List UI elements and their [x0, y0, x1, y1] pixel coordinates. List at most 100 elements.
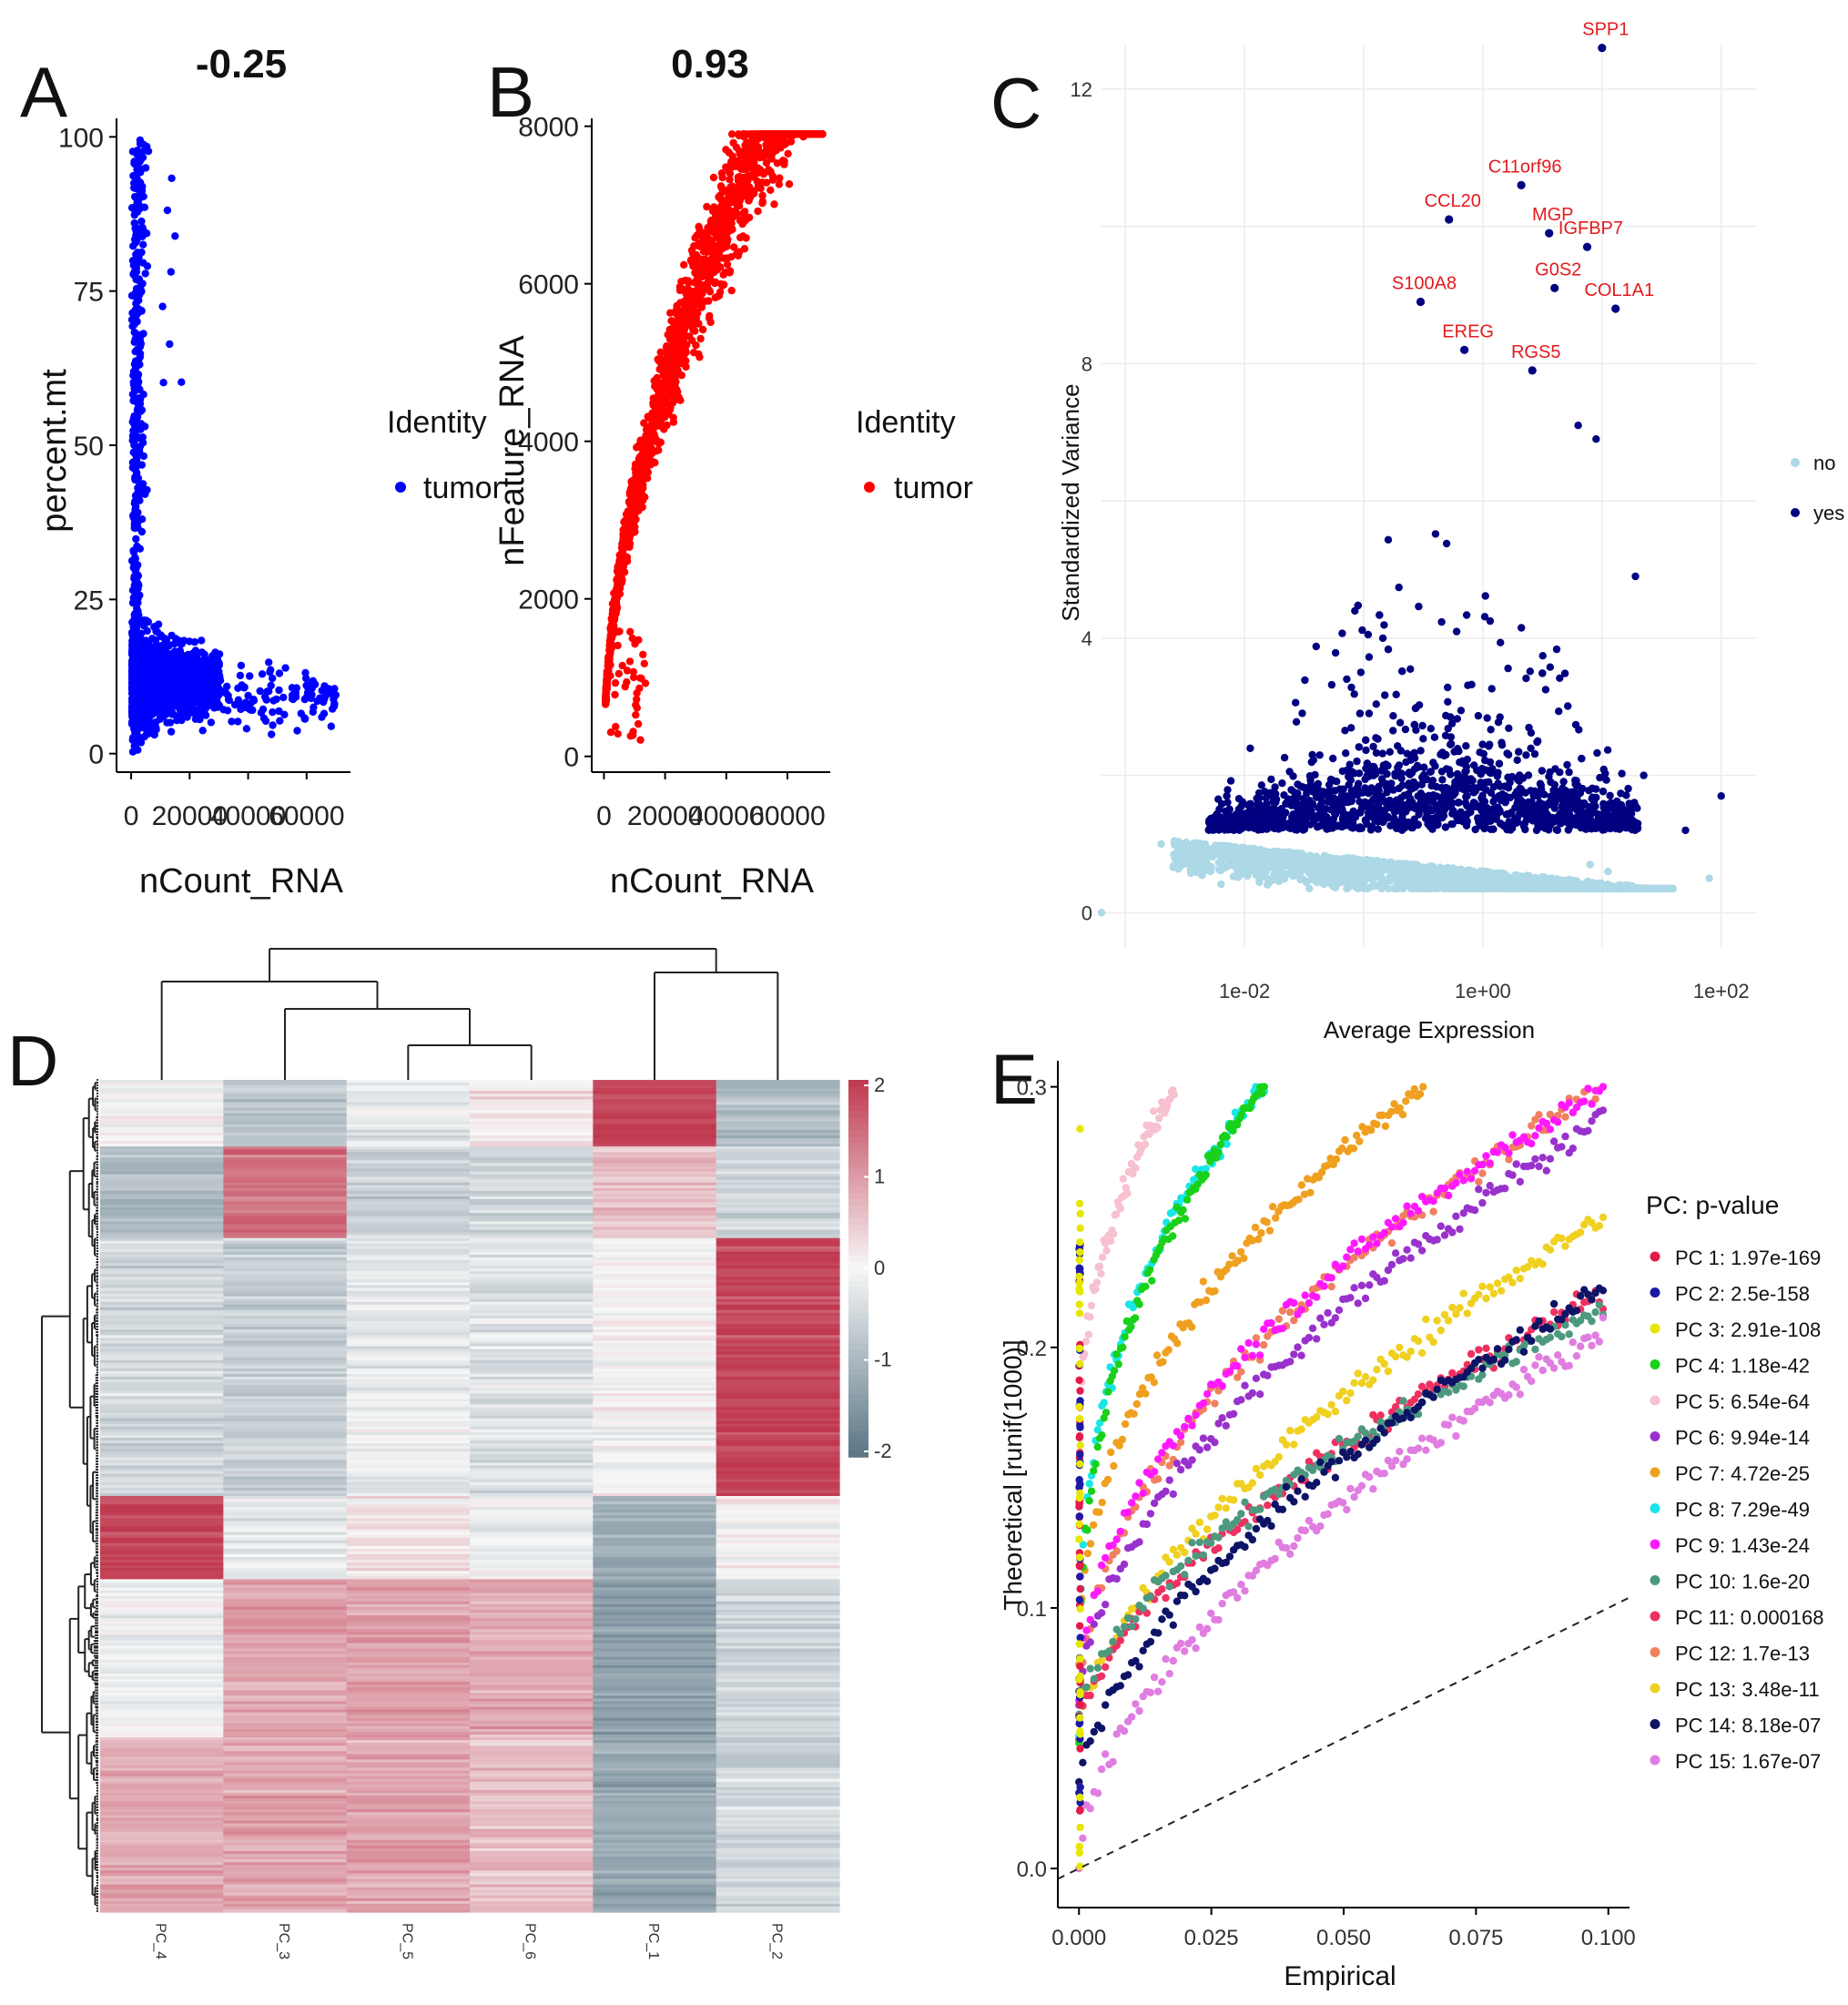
point-b [666, 403, 675, 412]
point-b [637, 490, 646, 498]
point-a [127, 718, 137, 728]
point-a [265, 658, 273, 667]
point-b [690, 349, 698, 357]
point-a [140, 203, 148, 211]
point-a [154, 708, 163, 718]
point-b [632, 711, 640, 719]
point-b [612, 722, 620, 731]
point-b [716, 263, 725, 271]
y-tick-label: 25 [74, 585, 104, 616]
point-a [217, 687, 225, 695]
panel-b-legend-title: Identity [856, 405, 956, 440]
point-b [733, 199, 742, 208]
point-b [690, 242, 698, 250]
point-a [198, 636, 206, 645]
point-a [213, 662, 221, 671]
panel-a-legend-key [395, 482, 406, 493]
point-b [610, 621, 618, 630]
point-a [269, 721, 277, 729]
point-b [727, 286, 736, 295]
point-b [701, 257, 709, 265]
point-a [173, 670, 181, 679]
y-tick-label: 75 [74, 278, 104, 308]
point-b [673, 310, 681, 319]
point-a [260, 693, 269, 701]
point-a [162, 652, 171, 660]
point-a [131, 555, 139, 563]
point-b [765, 130, 773, 138]
point-a [198, 659, 206, 667]
point-a [130, 219, 138, 228]
point-b [716, 234, 726, 242]
point-b [629, 476, 637, 484]
point-b [665, 354, 673, 362]
point-a [158, 641, 168, 650]
point-b [711, 293, 719, 301]
point-b [667, 327, 676, 335]
point-a [160, 634, 168, 643]
point-a [141, 708, 149, 718]
point-a [132, 608, 140, 617]
point-a [165, 707, 173, 715]
point-a [258, 670, 267, 678]
point-b [704, 229, 712, 237]
point-b [762, 178, 771, 187]
point-b [734, 250, 742, 259]
point-a [178, 678, 186, 687]
point-a [159, 683, 168, 692]
point-a [132, 205, 140, 213]
point-b [616, 550, 625, 558]
point-b [775, 180, 784, 188]
point-a [153, 696, 161, 704]
point-b [703, 281, 711, 290]
point-a [183, 713, 191, 721]
point-a [269, 697, 278, 705]
panel-a-legend-entry: tumor [423, 471, 503, 505]
y-tick-label: 0 [88, 740, 104, 770]
point-b [627, 487, 636, 495]
point-b [671, 336, 679, 344]
point-b [634, 719, 643, 728]
point-b [608, 606, 617, 615]
point-b [752, 150, 760, 158]
point-b [703, 202, 711, 211]
point-b [765, 146, 773, 155]
point-a [210, 704, 218, 712]
point-b [675, 282, 685, 291]
point-a [129, 564, 137, 572]
point-a [288, 684, 297, 692]
point-a [142, 688, 150, 697]
point-b [667, 345, 676, 353]
panel-b-ylabel: nFeature_RNA [493, 335, 532, 566]
panel-b-legend-entry: tumor [894, 471, 973, 505]
point-b [628, 517, 636, 526]
point-b [688, 306, 696, 314]
panel-a-ylabel: percent.mt [36, 369, 74, 533]
point-a [236, 671, 245, 680]
point-a [275, 707, 283, 716]
point-b [639, 650, 647, 659]
point-b [669, 413, 677, 422]
point-b [633, 689, 641, 697]
point-b [716, 182, 726, 190]
point-a [132, 534, 140, 544]
point-b [635, 464, 643, 473]
point-a [135, 494, 143, 502]
point-a [133, 571, 142, 580]
point-a [141, 164, 150, 172]
point-a [133, 582, 141, 590]
point-b [614, 570, 623, 578]
point-b [640, 473, 649, 482]
point-a [330, 693, 338, 702]
point-a [176, 691, 184, 699]
point-a [210, 685, 218, 693]
point-b [695, 320, 703, 328]
point-a [201, 685, 210, 693]
point-b [716, 209, 724, 217]
point-b [757, 168, 766, 176]
point-a [293, 727, 301, 735]
point-b [723, 242, 731, 250]
point-a [212, 692, 220, 701]
point-a [167, 268, 175, 276]
point-b [625, 657, 635, 666]
